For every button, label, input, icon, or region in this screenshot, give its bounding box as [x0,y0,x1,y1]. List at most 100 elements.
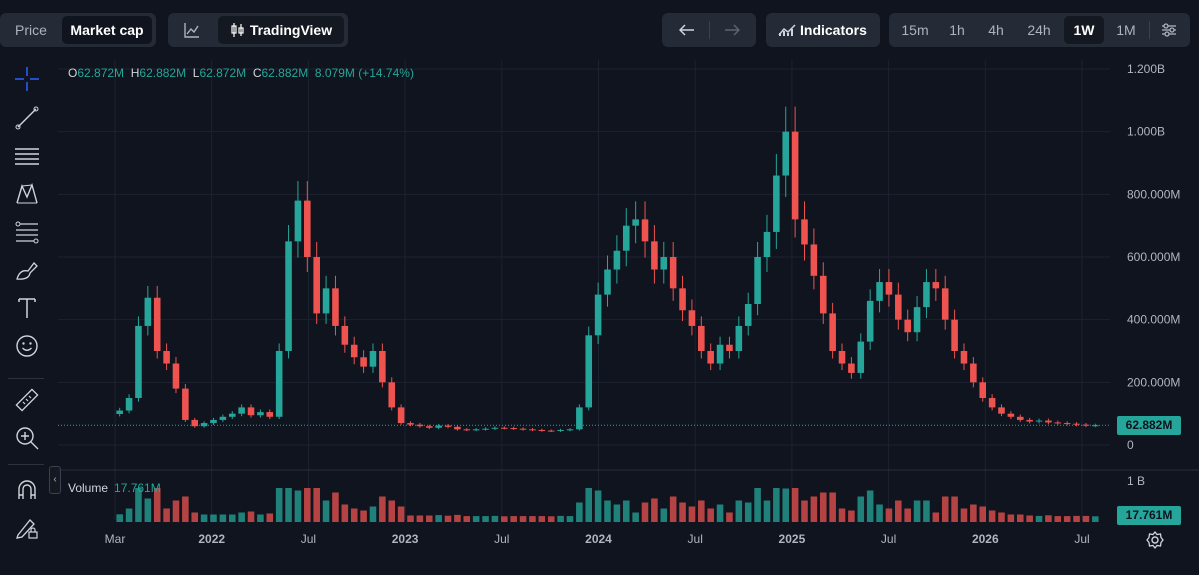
tradingview-button[interactable]: TradingView [218,16,344,44]
mode-toggle: Price Market cap [0,13,156,47]
candle-body [716,344,724,364]
brush-tool[interactable] [8,254,46,286]
y-tick-label: 1.200B [1127,62,1165,76]
candle-body [895,294,902,320]
volume-bar [238,512,245,522]
volume-bar [801,500,808,522]
candle-body [501,427,508,429]
volume-axis-label: 1 B [1127,474,1145,488]
candle-body [510,428,517,430]
settings-sliders-icon [1162,23,1176,37]
candle-body [538,429,546,431]
candle-body [313,257,320,314]
candle-body [463,429,471,431]
collapse-toolbar-button[interactable]: ‹ [49,466,61,494]
volume-bar [397,506,405,522]
volume-bar [416,515,424,522]
forward-button[interactable] [711,13,753,47]
horizontal-lines-icon [15,148,39,165]
candle-body [1082,424,1090,426]
volume-bar [866,490,874,522]
x-tick-label: Mar [105,532,126,546]
chart-settings-gear[interactable] [1145,530,1165,550]
fib-tool[interactable] [8,216,46,248]
chart-header: Price Market cap TradingView [0,0,1199,60]
volume-bar [960,508,968,522]
volume-bar [116,514,123,522]
candle-body [819,275,827,314]
candle-body [979,382,987,398]
candle-body [144,297,152,326]
text-tool[interactable] [8,292,46,324]
volume-bar [538,516,546,522]
volume-bar [679,502,686,522]
volume-bar [810,496,818,522]
candle-body [529,429,536,431]
volume-bar [341,504,349,522]
lock-drawing-tool[interactable] [8,512,46,544]
candle-body [885,282,893,295]
candles-icon [231,23,244,37]
candle-body [754,257,761,304]
candle-body [707,351,714,364]
high-key: H [130,66,140,80]
candle-body [519,428,527,430]
magnet-tool[interactable] [8,474,46,506]
volume-bar [172,500,180,522]
candle-body [191,419,199,427]
candle-body [679,288,686,311]
volume-bar [388,500,396,522]
horizontal-lines-tool[interactable] [8,140,46,172]
timeframe-1w[interactable]: 1W [1064,16,1104,44]
trend-line-tool[interactable] [8,102,46,134]
candle-body [632,219,639,226]
emoji-tool[interactable] [8,330,46,362]
crosshair-tool[interactable] [8,63,46,95]
timeframe-4h[interactable]: 4h [988,22,1004,38]
candle-body [604,269,611,295]
volume-bar [444,515,452,522]
volume-bar [266,513,274,522]
volume-bar [594,490,602,522]
x-tick-label: Jul [688,532,703,546]
volume-bar [163,508,170,522]
candle-body [1073,423,1080,425]
candlestick-chart[interactable]: 1.200B 1.000B 800.000M 600.000M 400.000M 200.… [58,60,1199,575]
candle-body [1063,423,1071,425]
indicators-label: Indicators [800,22,867,38]
candle-body [773,175,780,232]
toolbar-divider [8,378,44,379]
volume-bar [1045,515,1052,522]
pattern-tool[interactable] [8,178,46,210]
volume-bar [848,510,855,522]
volume-bar [1007,514,1015,522]
volume-bar [182,496,189,522]
candle-body [857,341,865,373]
back-button[interactable] [666,13,708,47]
timeframe-15m[interactable]: 15m [901,22,929,38]
candle-body [951,319,958,351]
volume-legend: Volume 17.761M [68,481,161,495]
timeframe-1m[interactable]: 1M [1116,22,1136,38]
ruler-tool[interactable] [8,384,46,416]
navigation-group [662,13,756,47]
market-cap-tab[interactable]: Market cap [62,16,152,44]
volume-bar [1082,515,1090,522]
volume-bar [379,496,386,522]
volume-bar [313,488,320,522]
candle-body [735,325,743,351]
line-chart-button[interactable] [172,16,212,44]
low-value: 62.872M [199,66,247,80]
candle-body [397,407,405,424]
price-tab[interactable]: Price [15,22,47,38]
chart-settings-button[interactable] [1151,13,1187,47]
candle-body [135,325,142,398]
candle-body [228,413,236,417]
zoom-in-tool[interactable] [8,422,46,454]
indicators-button[interactable]: Indicators [766,13,880,47]
timeframe-24h[interactable]: 24h [1027,22,1051,38]
candle-body [688,310,696,326]
volume-label: Volume [68,481,109,495]
volume-bar [754,488,761,522]
timeframe-1h[interactable]: 1h [949,22,965,38]
